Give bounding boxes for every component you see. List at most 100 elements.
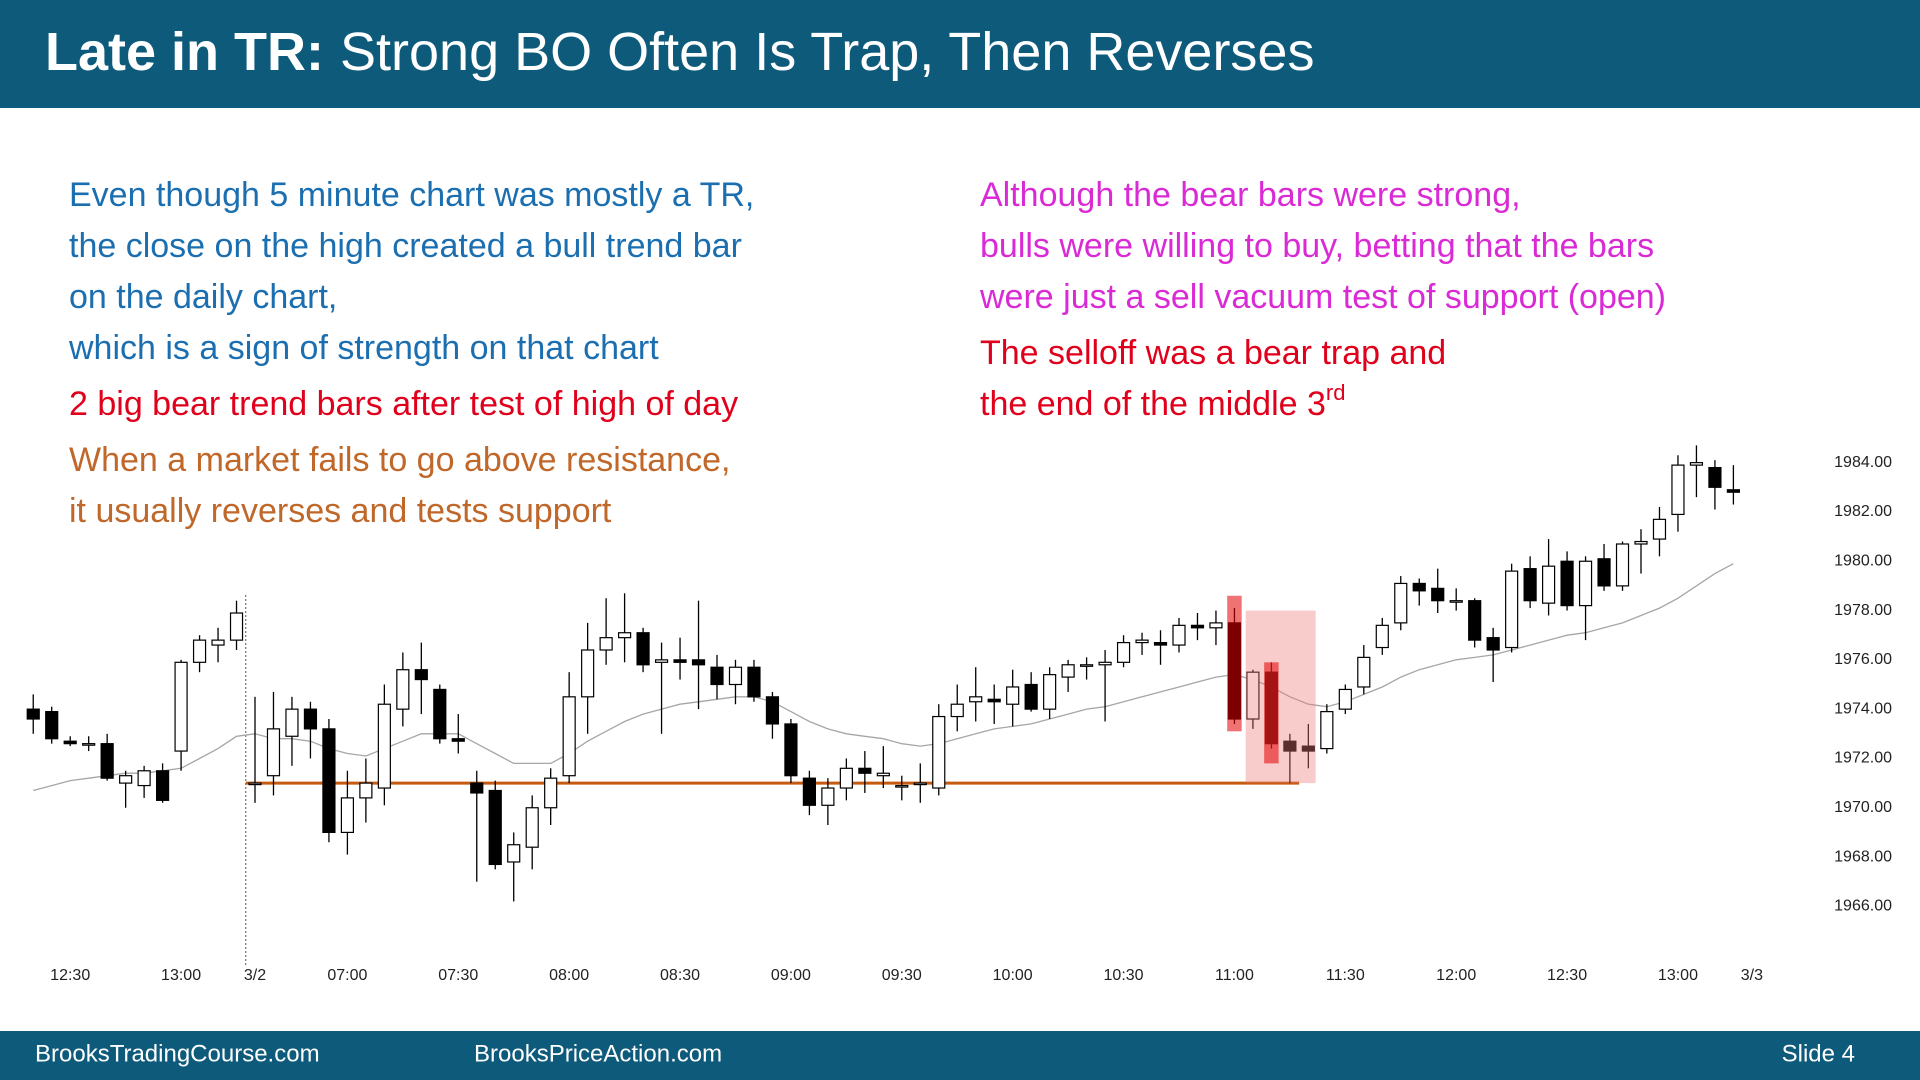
annotation-text: the close on the high created a bull tre… [69, 227, 742, 265]
candle-body [1135, 639, 1149, 644]
candle-body [433, 688, 447, 740]
x-tick-label: 3/3 [1741, 967, 1763, 984]
candle-body [1449, 600, 1463, 603]
annotation-line: the end of the middle 3rd [980, 380, 1345, 423]
candle-body [913, 782, 927, 786]
x-tick-label: 11:30 [1326, 967, 1365, 984]
candle-body [1708, 466, 1722, 488]
x-tick-label: 12:00 [1436, 967, 1476, 984]
y-tick-label: 1980.00 [1834, 552, 1892, 569]
annotation-text: which is a sign of strength on that char… [68, 329, 659, 367]
annotation-line: on the daily chart, [69, 278, 337, 316]
x-tick-label: 13:00 [1658, 967, 1698, 984]
x-tick-label: 09:30 [882, 967, 922, 984]
annotation-text: on the daily chart, [69, 278, 337, 316]
candle-body [1431, 587, 1445, 602]
x-tick-label: 10:00 [993, 967, 1033, 984]
candle-body [1726, 489, 1741, 493]
candle-body [1412, 582, 1426, 592]
candle-body [1523, 568, 1537, 602]
candle-body [821, 787, 835, 806]
candle-body [710, 666, 724, 686]
candle-body [1153, 641, 1168, 646]
candle-body [1338, 688, 1352, 710]
candle-body [1375, 624, 1389, 649]
candle-body [1394, 582, 1408, 624]
candle-body [1283, 740, 1297, 752]
annotation-line: the close on the high created a bull tre… [69, 227, 742, 265]
annotation-text: The selloff was a bear trap and [980, 334, 1446, 372]
candle-body [414, 669, 428, 681]
x-tick-label: 08:00 [549, 967, 589, 984]
annotation-line: Although the bear bars were strong, [980, 176, 1521, 214]
candle-body [470, 782, 484, 794]
annotation-text: Although the bear bars were strong, [980, 176, 1521, 214]
candle-body [1634, 540, 1648, 545]
candle-body [1468, 600, 1482, 641]
footer-bar [0, 1031, 1920, 1080]
moving-average [33, 563, 1734, 792]
x-tick-label: 12:30 [1547, 967, 1587, 984]
candle-body [1172, 624, 1186, 646]
x-tick-label: 13:00 [161, 967, 201, 984]
annotation-line: The selloff was a bear trap and [980, 334, 1446, 372]
candle-body [1079, 664, 1094, 667]
candle-body [488, 789, 502, 866]
candle-body [1689, 462, 1704, 466]
y-tick-label: 1976.00 [1834, 651, 1892, 668]
candle-body [119, 775, 133, 784]
candle-body [1578, 560, 1593, 607]
candle-body [137, 770, 151, 787]
candle-body [950, 703, 964, 718]
candle-body [802, 777, 817, 806]
annotation-text: Even though 5 minute chart was mostly a … [69, 176, 754, 214]
annotation-line: When a market fails to go above resistan… [69, 441, 730, 479]
highlight-box [1245, 610, 1316, 784]
candle-body [765, 696, 780, 725]
annotation-text: 2 big bear trend bars after test of high… [69, 385, 738, 423]
x-tick-label: 3/2 [244, 967, 266, 984]
candle-body [969, 696, 983, 703]
candle-body [451, 738, 465, 742]
candle-body [1652, 518, 1667, 540]
candle-body [987, 698, 1001, 703]
title-bar [0, 0, 1920, 108]
annotation-line: which is a sign of strength on that char… [68, 329, 659, 367]
candle-body [581, 649, 595, 698]
candle-body [876, 772, 890, 777]
candle-body [691, 659, 706, 666]
candle-body [1024, 683, 1038, 710]
x-tick-label: 09:00 [771, 967, 811, 984]
candle-body [599, 637, 613, 651]
candle-body [654, 659, 669, 663]
candle-body [26, 708, 40, 720]
annotation-text: it usually reverses and tests support [69, 492, 612, 530]
candle-body [1209, 622, 1223, 629]
footer-left: BrooksTradingCourse.com [35, 1040, 320, 1067]
y-tick-label: 1978.00 [1834, 602, 1892, 619]
candle-body [1671, 464, 1685, 516]
candle-body [1006, 686, 1020, 705]
candle-body [544, 777, 558, 809]
candle-body [174, 661, 188, 752]
candle-body [562, 696, 576, 777]
x-tick-label: 10:30 [1104, 967, 1144, 984]
y-tick-label: 1968.00 [1834, 848, 1892, 865]
candle-body [1320, 711, 1334, 750]
candle-body [1116, 641, 1131, 663]
candle-body [1560, 560, 1574, 607]
candle-body [100, 743, 114, 779]
candle-body [1597, 558, 1611, 587]
candle-body [1301, 745, 1315, 752]
candle-body [266, 728, 281, 777]
candle-body [525, 807, 539, 848]
y-tick-label: 1982.00 [1834, 503, 1892, 520]
x-tick-label: 11:00 [1215, 967, 1254, 984]
y-tick-label: 1974.00 [1834, 700, 1892, 717]
x-tick-label: 07:00 [327, 967, 367, 984]
candle-body [285, 708, 299, 737]
candle-body [63, 740, 77, 745]
candle-body [192, 639, 207, 663]
candle-body [1246, 671, 1260, 720]
